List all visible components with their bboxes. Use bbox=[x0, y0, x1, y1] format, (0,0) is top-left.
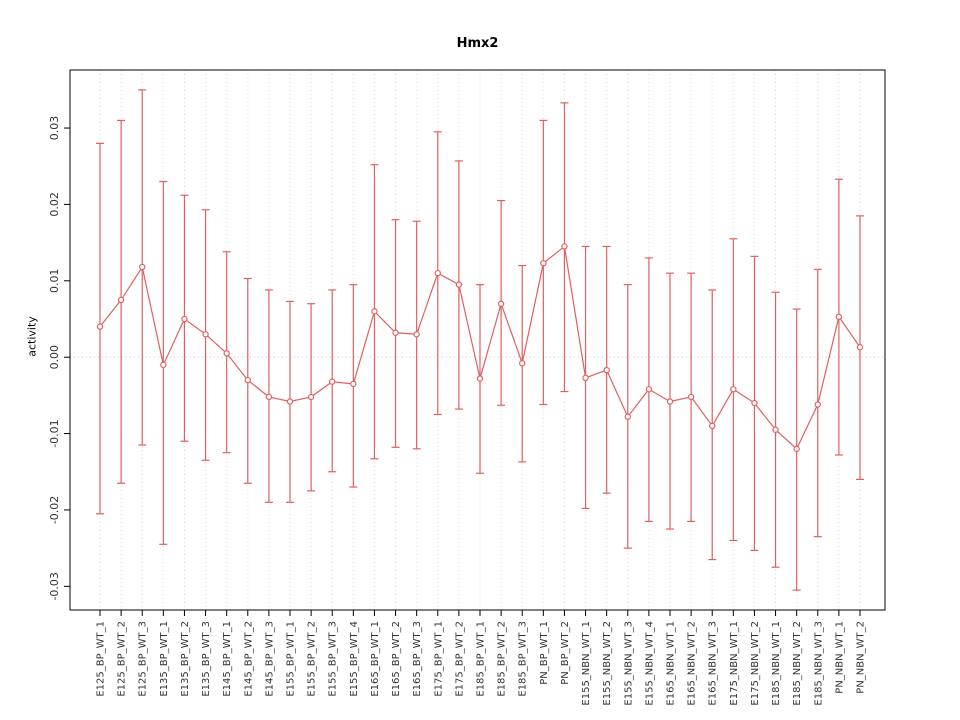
data-point bbox=[624, 413, 631, 420]
x-tick-label: E155_NBN_WT_3 bbox=[623, 621, 634, 706]
y-tick-label: 0.00 bbox=[48, 345, 61, 370]
x-tick-label: E135_BP_WT_2 bbox=[180, 621, 191, 697]
x-tick-label: E165_BP_WT_2 bbox=[391, 621, 402, 697]
data-point bbox=[160, 361, 167, 369]
x-tick-label: E135_BP_WT_3 bbox=[201, 621, 212, 697]
data-point bbox=[751, 399, 758, 407]
chart-title: Hmx2 bbox=[456, 36, 499, 51]
data-point bbox=[286, 398, 294, 405]
x-tick-label: PN_BP_WT_2 bbox=[560, 621, 571, 685]
data-point bbox=[455, 281, 463, 288]
data-point bbox=[96, 323, 104, 330]
data-point bbox=[244, 376, 251, 384]
data-point bbox=[181, 315, 188, 323]
data-point bbox=[814, 401, 821, 408]
data-point bbox=[561, 243, 568, 250]
x-tick-label: E145_BP_WT_1 bbox=[222, 621, 233, 697]
x-tick-label: E165_BP_WT_1 bbox=[370, 621, 381, 697]
x-tick-label: E155_BP_WT_3 bbox=[328, 621, 339, 697]
x-tick-label: E175_NBN_WT_2 bbox=[750, 621, 761, 706]
x-tick-label: PN_BP_WT_1 bbox=[539, 621, 550, 685]
data-point bbox=[329, 378, 336, 385]
y-tick-label: -0.02 bbox=[48, 496, 61, 524]
x-tick-label: E175_NBN_WT_1 bbox=[729, 621, 740, 706]
x-tick-label: E185_NBN_WT_3 bbox=[813, 621, 824, 706]
data-point bbox=[307, 393, 315, 401]
x-tick-label: E165_NBN_WT_2 bbox=[687, 621, 698, 706]
x-tick-label: PN_NBN_WT_1 bbox=[834, 621, 845, 694]
x-tick-label: E155_BP_WT_1 bbox=[286, 621, 297, 697]
data-point bbox=[772, 426, 779, 433]
plot-border bbox=[69, 69, 886, 611]
data-point bbox=[139, 263, 146, 271]
data-point bbox=[497, 300, 505, 307]
data-point bbox=[835, 313, 843, 320]
x-tick-label: E185_BP_WT_1 bbox=[476, 621, 487, 697]
data-point bbox=[434, 269, 441, 277]
y-tick-label: -0.01 bbox=[48, 419, 61, 447]
data-point bbox=[730, 386, 737, 393]
data-point bbox=[540, 260, 547, 267]
x-tick-label: E125_BP_WT_2 bbox=[117, 621, 128, 697]
data-point bbox=[223, 350, 230, 357]
x-tick-label: E155_NBN_WT_1 bbox=[581, 621, 592, 706]
x-tick-label: E175_BP_WT_2 bbox=[454, 621, 465, 697]
data-point bbox=[687, 393, 695, 401]
data-point bbox=[117, 296, 125, 304]
x-tick-label: E125_BP_WT_3 bbox=[138, 621, 149, 697]
x-tick-label: E165_BP_WT_3 bbox=[412, 621, 423, 697]
x-tick-label: E155_BP_WT_2 bbox=[307, 621, 318, 697]
data-point bbox=[603, 366, 610, 374]
x-tick-label: E125_BP_WT_1 bbox=[96, 621, 107, 697]
data-point bbox=[666, 398, 674, 405]
x-tick-label: E165_NBN_WT_1 bbox=[666, 621, 677, 706]
data-point bbox=[793, 445, 800, 453]
x-tick-label: E155_NBN_WT_4 bbox=[644, 621, 655, 706]
data-point bbox=[856, 344, 864, 351]
x-tick-label: PN_NBN_WT_2 bbox=[856, 621, 867, 694]
x-tick-label: E185_NBN_WT_1 bbox=[771, 621, 782, 706]
data-point bbox=[392, 329, 399, 336]
y-tick-label: 0.03 bbox=[48, 116, 61, 141]
x-tick-label: E185_BP_WT_3 bbox=[518, 621, 529, 697]
data-point bbox=[476, 375, 484, 382]
x-tick-label: E185_NBN_WT_2 bbox=[792, 621, 803, 706]
data-point bbox=[413, 331, 420, 338]
x-tick-label: E155_BP_WT_4 bbox=[349, 621, 360, 697]
x-tick-label: E175_BP_WT_1 bbox=[433, 621, 444, 697]
x-tick-label: E135_BP_WT_1 bbox=[159, 621, 170, 697]
x-tick-label: E185_BP_WT_2 bbox=[497, 621, 508, 697]
data-point bbox=[709, 422, 716, 430]
x-tick-label: E165_NBN_WT_3 bbox=[708, 621, 719, 706]
x-tick-label: E145_BP_WT_2 bbox=[243, 621, 254, 697]
data-point bbox=[202, 331, 209, 338]
y-tick-label: 0.02 bbox=[48, 192, 61, 217]
y-tick-label: 0.01 bbox=[48, 269, 61, 294]
x-tick-label: E145_BP_WT_3 bbox=[264, 621, 275, 697]
data-point bbox=[582, 374, 589, 382]
y-axis-label: activity bbox=[25, 316, 39, 357]
x-tick-label: E155_NBN_WT_2 bbox=[602, 621, 613, 706]
data-point bbox=[645, 386, 653, 393]
data-point bbox=[350, 380, 357, 388]
y-tick-label: -0.03 bbox=[48, 572, 61, 600]
data-point bbox=[265, 393, 273, 401]
data-point bbox=[519, 360, 526, 367]
data-point bbox=[371, 308, 378, 315]
